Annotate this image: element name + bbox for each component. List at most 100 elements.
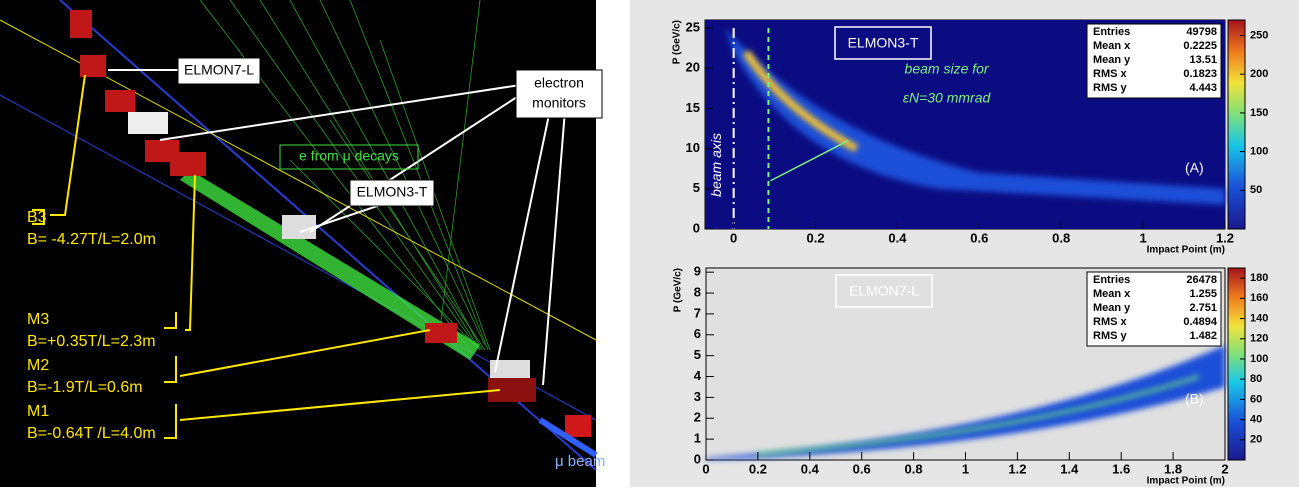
- hist-label: ELMON3-T: [848, 35, 919, 51]
- label-box: [835, 274, 933, 308]
- label-box: [515, 69, 603, 119]
- y-tick-label: 0: [694, 451, 701, 466]
- y-tick-label: 4: [694, 368, 702, 383]
- z-tick-label: 120: [1250, 333, 1268, 345]
- z-tick-label: 160: [1250, 292, 1268, 304]
- z-tick-label: 100: [1250, 353, 1268, 365]
- y-tick-label: 2: [694, 410, 701, 425]
- y-tick-label: 6: [694, 326, 701, 341]
- x-tick-label: 1.2: [1216, 230, 1234, 245]
- y-tick-label: 7: [694, 305, 701, 320]
- x-tick-label: 1: [1139, 230, 1146, 245]
- magnet-leaders: [32, 74, 501, 439]
- color-scale: [1227, 19, 1246, 230]
- beam-size-label: beam size for: [905, 61, 990, 77]
- y-tick-label: 9: [694, 264, 701, 279]
- y-tick-label: 3: [694, 389, 701, 404]
- density-core: [742, 49, 859, 153]
- magnet-name: M3: [27, 311, 49, 328]
- label-box: [349, 179, 435, 207]
- x-tick-label: 1.8: [1164, 461, 1182, 476]
- magnet-name: M2: [27, 357, 49, 374]
- x-tick-label: 0: [730, 230, 737, 245]
- x-tick-label: 0.2: [749, 461, 767, 476]
- magnet-spec: B=-1.9T/L=0.6m: [27, 379, 143, 396]
- stats-value: 2.751: [1189, 302, 1217, 314]
- label-box: [279, 144, 419, 170]
- stats-box: [1086, 23, 1222, 99]
- x-tick-label: 0.8: [1052, 230, 1070, 245]
- beam-axis-label: beam axis: [708, 133, 724, 197]
- beam-label: μ beam: [555, 453, 605, 470]
- y-tick-label: 1: [694, 431, 701, 446]
- stats-value: 49798: [1186, 26, 1217, 38]
- monitors-label: electron: [534, 75, 584, 91]
- x-tick-label: 1.6: [1112, 461, 1130, 476]
- y-tick-label: 25: [686, 19, 700, 34]
- stats-key: Mean x: [1093, 288, 1131, 300]
- z-tick-label: 140: [1250, 312, 1268, 324]
- x-tick-label: 0.4: [801, 461, 820, 476]
- z-tick-label: 20: [1250, 434, 1262, 446]
- x-tick-label: 1.2: [1008, 461, 1026, 476]
- x-axis-label: Impact Point (m): [1147, 245, 1225, 256]
- x-tick-label: 0.6: [970, 230, 988, 245]
- y-axis-label: P (GeV/c): [673, 268, 684, 312]
- magnet-name: M1: [27, 403, 49, 420]
- elmon7-label: ELMON7-L: [184, 62, 254, 78]
- stats-value: 1.482: [1189, 330, 1217, 342]
- magnet-spec: B= -4.27T/L=2.0m: [27, 231, 156, 248]
- stats-value: 0.4894: [1183, 316, 1218, 328]
- y-tick-label: 20: [686, 60, 700, 75]
- y-tick-label: 5: [694, 347, 701, 362]
- y-tick-label: 5: [693, 180, 700, 195]
- z-tick-label: 100: [1250, 145, 1268, 157]
- stats-value: 26478: [1186, 274, 1217, 286]
- stats-key: RMS x: [1093, 316, 1128, 328]
- panel-label: (A): [1185, 160, 1204, 176]
- density: [706, 345, 1225, 460]
- stats-value: 1.255: [1189, 288, 1217, 300]
- color-scale: [1227, 267, 1246, 461]
- x-tick-label: 1.4: [1060, 461, 1079, 476]
- y-tick-label: 10: [686, 140, 700, 155]
- stats-value: 4.443: [1189, 82, 1217, 94]
- magnet-name: B3: [27, 209, 47, 226]
- callouts: [108, 69, 566, 386]
- beamline: [0, 0, 598, 471]
- z-tick-label: 250: [1250, 29, 1268, 41]
- z-tick-label: 60: [1250, 393, 1262, 405]
- z-tick-label: 40: [1250, 413, 1262, 425]
- hist-label: ELMON7-L: [849, 283, 919, 299]
- stats-key: Mean y: [1093, 54, 1131, 66]
- x-tick-label: 0.4: [888, 230, 907, 245]
- x-axis-label: Impact Point (m): [1147, 476, 1225, 487]
- stats-key: Entries: [1093, 26, 1130, 38]
- monitors-label: monitors: [532, 95, 586, 111]
- stats-value: 0.2225: [1183, 40, 1217, 52]
- z-tick-label: 50: [1250, 184, 1262, 196]
- stats-key: RMS x: [1093, 68, 1128, 80]
- label-box: [834, 26, 932, 60]
- x-tick-label: 1: [962, 461, 969, 476]
- x-tick-label: 0.8: [905, 461, 923, 476]
- x-tick-label: 0: [702, 461, 709, 476]
- label-box: [177, 57, 261, 85]
- arrow: [770, 139, 849, 182]
- panel-label: (B): [1185, 391, 1204, 407]
- z-tick-label: 80: [1250, 373, 1262, 385]
- stats-value: 13.51: [1189, 54, 1217, 66]
- stats-key: Mean y: [1093, 302, 1131, 314]
- stats-key: RMS y: [1093, 330, 1128, 342]
- y-tick-label: 15: [686, 100, 700, 115]
- z-tick-label: 180: [1250, 272, 1268, 284]
- beam-size-label: εN=30 mmrad: [903, 89, 992, 105]
- z-tick-label: 200: [1250, 68, 1268, 80]
- stats-key: RMS y: [1093, 82, 1128, 94]
- x-tick-label: 0.6: [853, 461, 871, 476]
- y-axis-label: P (GeV/c): [672, 20, 683, 64]
- density-core: [757, 375, 1200, 456]
- elmon3-label: ELMON3-T: [357, 184, 428, 200]
- decays-label: e from μ decays: [299, 148, 399, 164]
